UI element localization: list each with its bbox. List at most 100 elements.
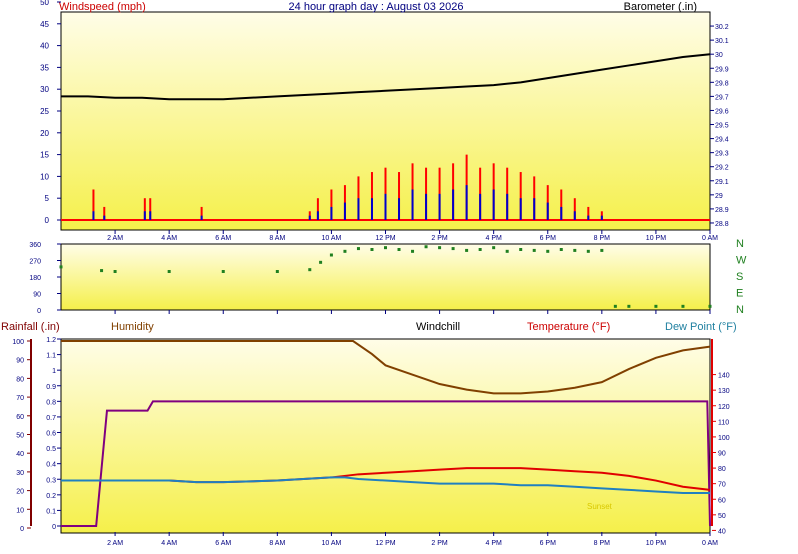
wind-x-tick-label: 0 AM [702, 235, 718, 242]
direction-point [329, 253, 333, 257]
humidity-y-tick-label: 0 [20, 526, 24, 533]
direction-point [519, 248, 523, 251]
wind-x-tick-label: 8 AM [269, 235, 285, 242]
direction-point [451, 247, 455, 251]
temp-y-tick-label: 130 [718, 388, 730, 395]
temp-y-tick-label: 120 [718, 404, 730, 411]
direction-point [221, 270, 225, 273]
direction-point [586, 249, 590, 253]
direction-point [308, 268, 312, 272]
wind-x-tick-label: 10 PM [646, 235, 666, 242]
direction-point [559, 248, 563, 251]
dir-y-tick-label: 180 [29, 275, 41, 282]
temp-x-tick-label: 12 PM [375, 540, 395, 547]
temp-x-tick-label: 2 AM [107, 540, 123, 547]
temp-x-tick-label: 4 AM [161, 540, 177, 547]
rain-y-tick-label: 0.6 [46, 431, 56, 438]
page-title: 24 hour graph day : August 03 2026 [289, 1, 464, 13]
wind-x-tick-label: 6 AM [215, 235, 231, 242]
wind-x-tick-label: 4 PM [485, 235, 502, 242]
temp-x-tick-label: 2 PM [431, 540, 448, 547]
dewpoint-label: Dew Point (°F) [665, 321, 737, 333]
dir-compass-label: N [736, 304, 744, 316]
baro-y-tick-label: 29.2 [715, 165, 729, 172]
windspeed-label: Windspeed (mph) [59, 1, 146, 13]
baro-y-tick-label: 30.1 [715, 38, 729, 45]
direction-point [708, 304, 712, 308]
temp-x-tick-label: 6 PM [540, 540, 557, 547]
wind-x-tick-label: 2 PM [431, 235, 448, 242]
wind-x-tick-label: 8 PM [594, 235, 611, 242]
direction-point [492, 246, 496, 250]
rain-y-tick-label: 0.2 [46, 493, 56, 500]
baro-y-tick-label: 29.5 [715, 123, 729, 130]
wind-y-tick-label: 40 [40, 42, 49, 51]
dir-y-tick-label: 360 [29, 242, 41, 249]
wind-x-tick-label: 2 AM [107, 235, 123, 242]
humidity-label: Humidity [111, 321, 154, 333]
direction-point [424, 245, 428, 249]
rain-y-tick-label: 0.7 [46, 415, 56, 422]
wind-y-tick-label: 20 [40, 129, 49, 138]
humidity-y-tick-label: 100 [12, 339, 24, 346]
baro-y-tick-label: 29.8 [715, 80, 729, 87]
baro-y-tick-label: 29.4 [715, 137, 729, 144]
wind-y-tick-label: 0 [45, 216, 50, 225]
dir-compass-label: W [736, 255, 747, 267]
direction-point [384, 246, 387, 250]
rain-y-tick-label: 0.8 [46, 399, 56, 406]
direction-point [532, 248, 536, 252]
temp-y-tick-label: 90 [718, 451, 726, 458]
humidity-y-tick-label: 80 [16, 376, 24, 383]
sunset-label: Sunset [587, 502, 613, 511]
temp-panel [60, 338, 711, 534]
humidity-y-tick-label: 30 [16, 470, 24, 477]
baro-y-tick-label: 29.6 [715, 108, 729, 115]
dir-compass-label: N [736, 238, 744, 250]
dewpoint-line [61, 476, 710, 495]
series-layer [59, 53, 712, 527]
rain-y-tick-label: 1 [52, 368, 56, 375]
direction-point [600, 248, 604, 252]
dir-y-tick-label: 0 [37, 308, 41, 315]
wind-y-tick-label: 15 [40, 151, 49, 160]
wind-x-tick-label: 10 AM [321, 235, 341, 242]
baro-y-tick-label: 28.9 [715, 207, 729, 214]
wind-y-tick-label: 35 [40, 63, 49, 72]
temp-x-tick-label: 10 AM [321, 540, 341, 547]
temp-x-tick-label: 6 AM [215, 540, 231, 547]
rain-y-tick-label: 1.1 [46, 353, 56, 360]
baro-y-tick-label: 29.1 [715, 179, 729, 186]
baro-y-tick-label: 29.3 [715, 151, 729, 158]
temp-x-tick-label: 8 AM [269, 540, 285, 547]
temp-y-tick-label: 70 [718, 482, 726, 489]
direction-panel [60, 243, 711, 311]
rain-y-tick-label: 0 [52, 524, 56, 531]
direction-point [546, 249, 550, 253]
rain-y-tick-label: 0.4 [46, 462, 56, 469]
direction-point [654, 304, 658, 308]
direction-point [319, 260, 323, 264]
direction-point [356, 247, 360, 251]
temp-x-tick-label: 4 PM [485, 540, 502, 547]
direction-point [438, 246, 442, 250]
direction-point [505, 249, 509, 253]
rain-y-tick-label: 0.9 [46, 384, 56, 391]
temp-axes: 0 10 20 30 40 50 60 70 80 90 100 0 0.1 0.2 0.3 0.4 0.5 0.… [12, 337, 729, 547]
humidity-y-tick-label: 90 [16, 358, 24, 365]
wind-x-tick-label: 6 PM [540, 235, 557, 242]
dir-compass-label: S [736, 271, 743, 283]
wind-y-tick-label: 50 [40, 0, 49, 7]
temperature-label: Temperature (°F) [527, 321, 610, 333]
rain-y-tick-label: 0.1 [46, 508, 56, 515]
direction-point [411, 249, 415, 253]
wind-y-tick-label: 45 [40, 20, 49, 29]
dir-y-tick-label: 90 [33, 292, 41, 299]
baro-y-tick-label: 29.9 [715, 66, 729, 73]
baro-y-tick-label: 28.8 [715, 221, 729, 228]
humidity-y-tick-label: 50 [16, 433, 24, 440]
humidity-y-tick-label: 10 [16, 507, 24, 514]
baro-y-tick-label: 30 [715, 52, 723, 59]
direction-point [59, 265, 63, 269]
